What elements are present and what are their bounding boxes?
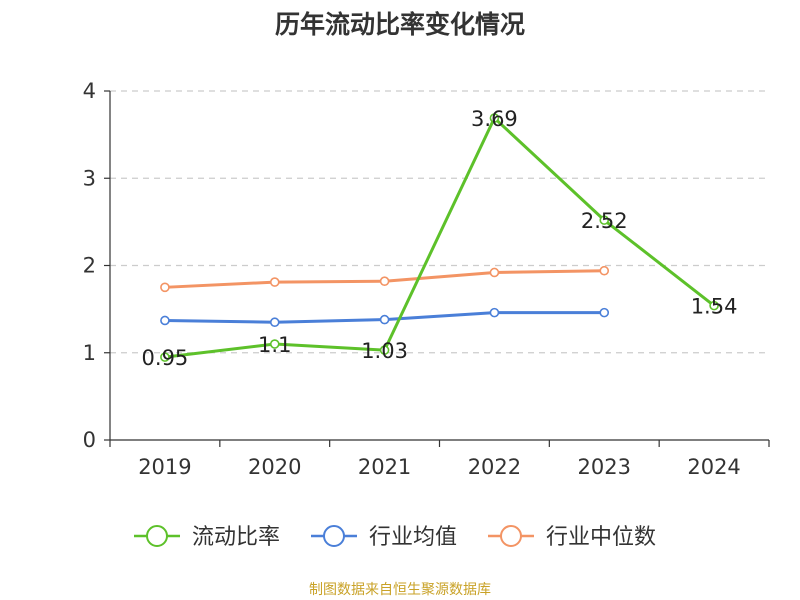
series-line-0 bbox=[164, 116, 716, 359]
chart-title: 历年流动比率变化情况 bbox=[274, 10, 525, 39]
data-point bbox=[160, 315, 170, 326]
data-label: 1.1 bbox=[258, 333, 291, 357]
data-labels: 0.95 1.1 1.03 3.69 2.52 1.54 bbox=[142, 107, 738, 370]
legend-item[interactable]: 流动比率 bbox=[134, 525, 280, 550]
y-tick-label: 3 bbox=[83, 166, 96, 190]
y-tick-label: 4 bbox=[83, 79, 96, 103]
data-point bbox=[489, 267, 500, 278]
legend-label: 流动比率 bbox=[192, 525, 280, 550]
data-point bbox=[599, 307, 610, 318]
legend-item[interactable]: 行业中位数 bbox=[488, 525, 656, 550]
legend-label: 行业均值 bbox=[369, 525, 457, 550]
data-label: 0.95 bbox=[142, 346, 189, 370]
x-tick-label: 2023 bbox=[578, 455, 631, 479]
data-label: 3.69 bbox=[471, 107, 518, 131]
x-tick-label: 2020 bbox=[248, 455, 301, 479]
data-point bbox=[379, 345, 390, 355]
data-point bbox=[269, 277, 280, 287]
data-point bbox=[709, 300, 719, 311]
data-point bbox=[379, 314, 390, 325]
data-point bbox=[379, 276, 390, 287]
data-point bbox=[269, 339, 280, 349]
data-label: 1.03 bbox=[361, 339, 408, 363]
legend-circle-icon bbox=[146, 525, 168, 547]
legend-circle-icon bbox=[323, 525, 345, 547]
grid-lines bbox=[110, 90, 769, 354]
x-tick-label: 2021 bbox=[358, 455, 411, 479]
data-point bbox=[160, 282, 170, 293]
data-label: 1.54 bbox=[691, 295, 738, 319]
data-source-note: 制图数据来自恒生聚源数据库 bbox=[309, 582, 491, 598]
data-point bbox=[599, 265, 610, 276]
data-point bbox=[269, 317, 280, 328]
legend[interactable]: 流动比率 行业均值 行业中位数 bbox=[134, 525, 656, 550]
data-point bbox=[160, 352, 170, 362]
y-tick-label: 2 bbox=[83, 254, 96, 278]
legend-item[interactable]: 行业均值 bbox=[311, 525, 457, 550]
series-lines bbox=[160, 113, 719, 362]
x-tick-label: 2019 bbox=[138, 455, 191, 479]
y-tick-label: 0 bbox=[83, 428, 96, 452]
data-label: 2.52 bbox=[581, 209, 628, 233]
data-point bbox=[599, 215, 610, 225]
data-point bbox=[489, 307, 500, 318]
legend-label: 行业中位数 bbox=[546, 525, 656, 550]
data-point bbox=[489, 113, 500, 123]
x-tick-label: 2022 bbox=[468, 455, 521, 479]
axes: 0 1 2 3 4 2019 2020 2021 2022 2023 2024 bbox=[83, 79, 770, 479]
y-tick-label: 1 bbox=[83, 341, 96, 365]
x-tick-label: 2024 bbox=[687, 455, 740, 479]
legend-circle-icon bbox=[500, 525, 522, 547]
